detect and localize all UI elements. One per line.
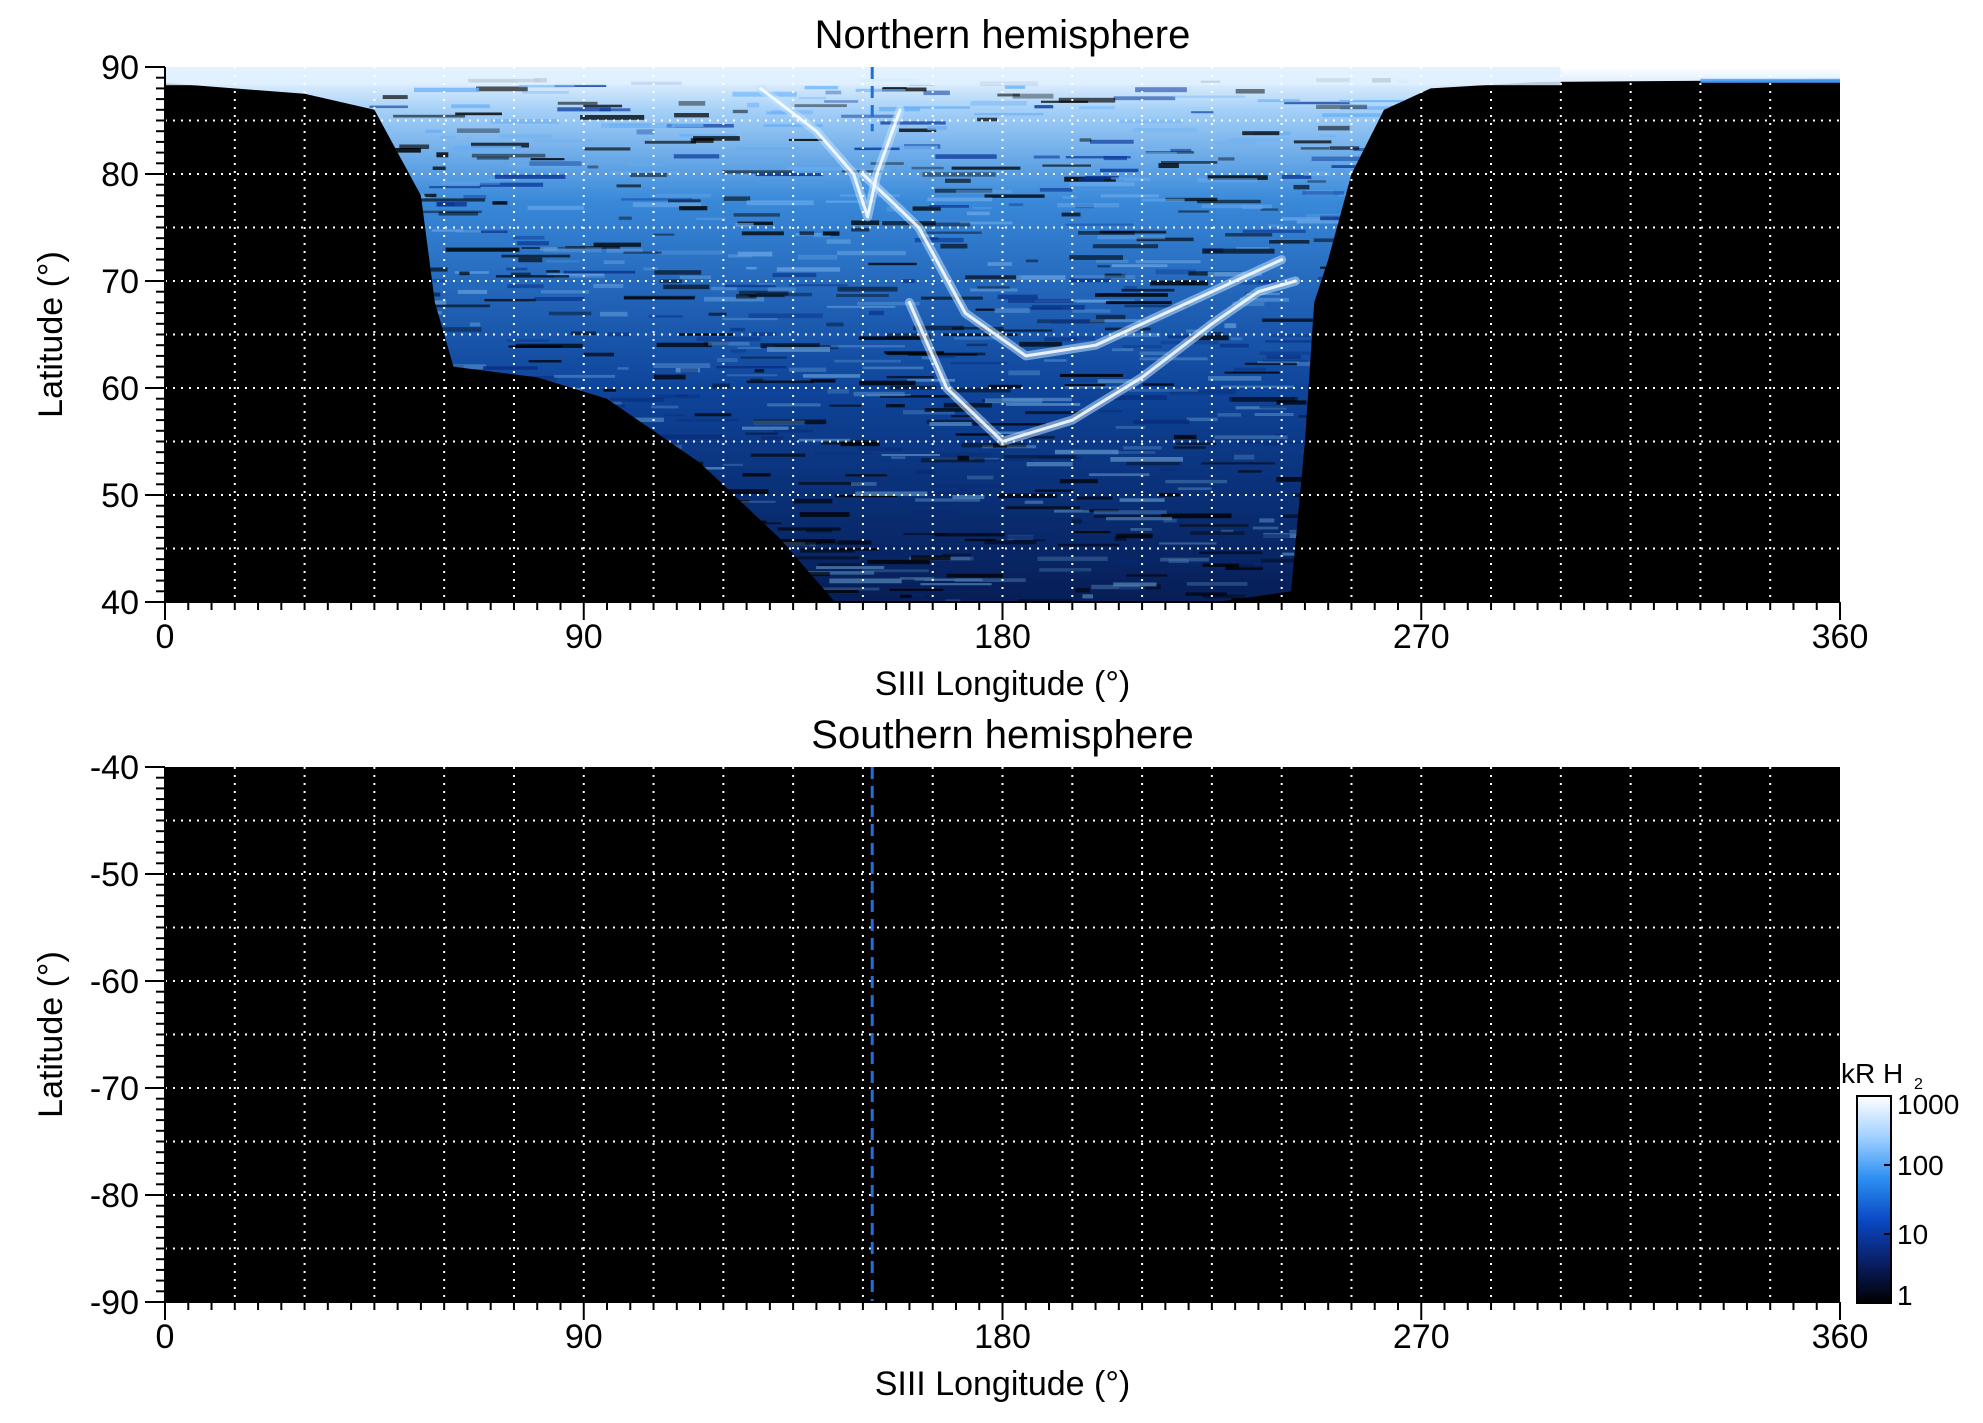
x-tick-label: 180 — [974, 618, 1031, 656]
x-tick-label: 360 — [1812, 618, 1869, 656]
y-tick-label: -80 — [90, 1177, 139, 1215]
y-tick-label: -90 — [90, 1284, 139, 1322]
gridlines — [165, 767, 1840, 1302]
x-tick-label: 0 — [156, 618, 175, 656]
y-tick-label: 50 — [101, 477, 139, 515]
y-tick-label: -50 — [90, 856, 139, 894]
colorbar-gradient — [1856, 1095, 1892, 1304]
x-axis-label: SIII Longitude (°) — [875, 1365, 1131, 1403]
y-axis-label: Latitude (°) — [32, 251, 70, 418]
y-tick-label: 80 — [101, 156, 139, 194]
x-tick-label: 270 — [1393, 1318, 1450, 1356]
colorbar-tick-label: 1 — [1897, 1280, 1913, 1311]
panel-title: Northern hemisphere — [815, 13, 1191, 57]
y-tick-label: 60 — [101, 370, 139, 408]
colorbar-tick-label: 10 — [1897, 1219, 1928, 1250]
x-tick-label: 90 — [565, 618, 603, 656]
gridlines — [165, 67, 1840, 602]
x-tick-label: 180 — [974, 1318, 1031, 1356]
x-tick-label: 270 — [1393, 618, 1450, 656]
colorbar-title-subscript: 2 — [1914, 1076, 1923, 1093]
colorbar-tick-label: 1000 — [1897, 1089, 1959, 1120]
colorbar-title: kR H — [1841, 1058, 1903, 1089]
y-tick-label: -60 — [90, 963, 139, 1001]
x-tick-label: 90 — [565, 1318, 603, 1356]
panel-title: Southern hemisphere — [811, 713, 1193, 757]
colorbar-tick-label: 100 — [1897, 1150, 1944, 1181]
y-tick-label: -70 — [90, 1070, 139, 1108]
y-tick-label: 70 — [101, 263, 139, 301]
y-axis-label: Latitude (°) — [32, 951, 70, 1118]
y-tick-label: 40 — [101, 584, 139, 622]
x-tick-label: 360 — [1812, 1318, 1869, 1356]
x-axis-label: SIII Longitude (°) — [875, 665, 1131, 703]
y-tick-label: 90 — [101, 49, 139, 87]
x-tick-label: 0 — [156, 1318, 175, 1356]
y-tick-label: -40 — [90, 749, 139, 787]
